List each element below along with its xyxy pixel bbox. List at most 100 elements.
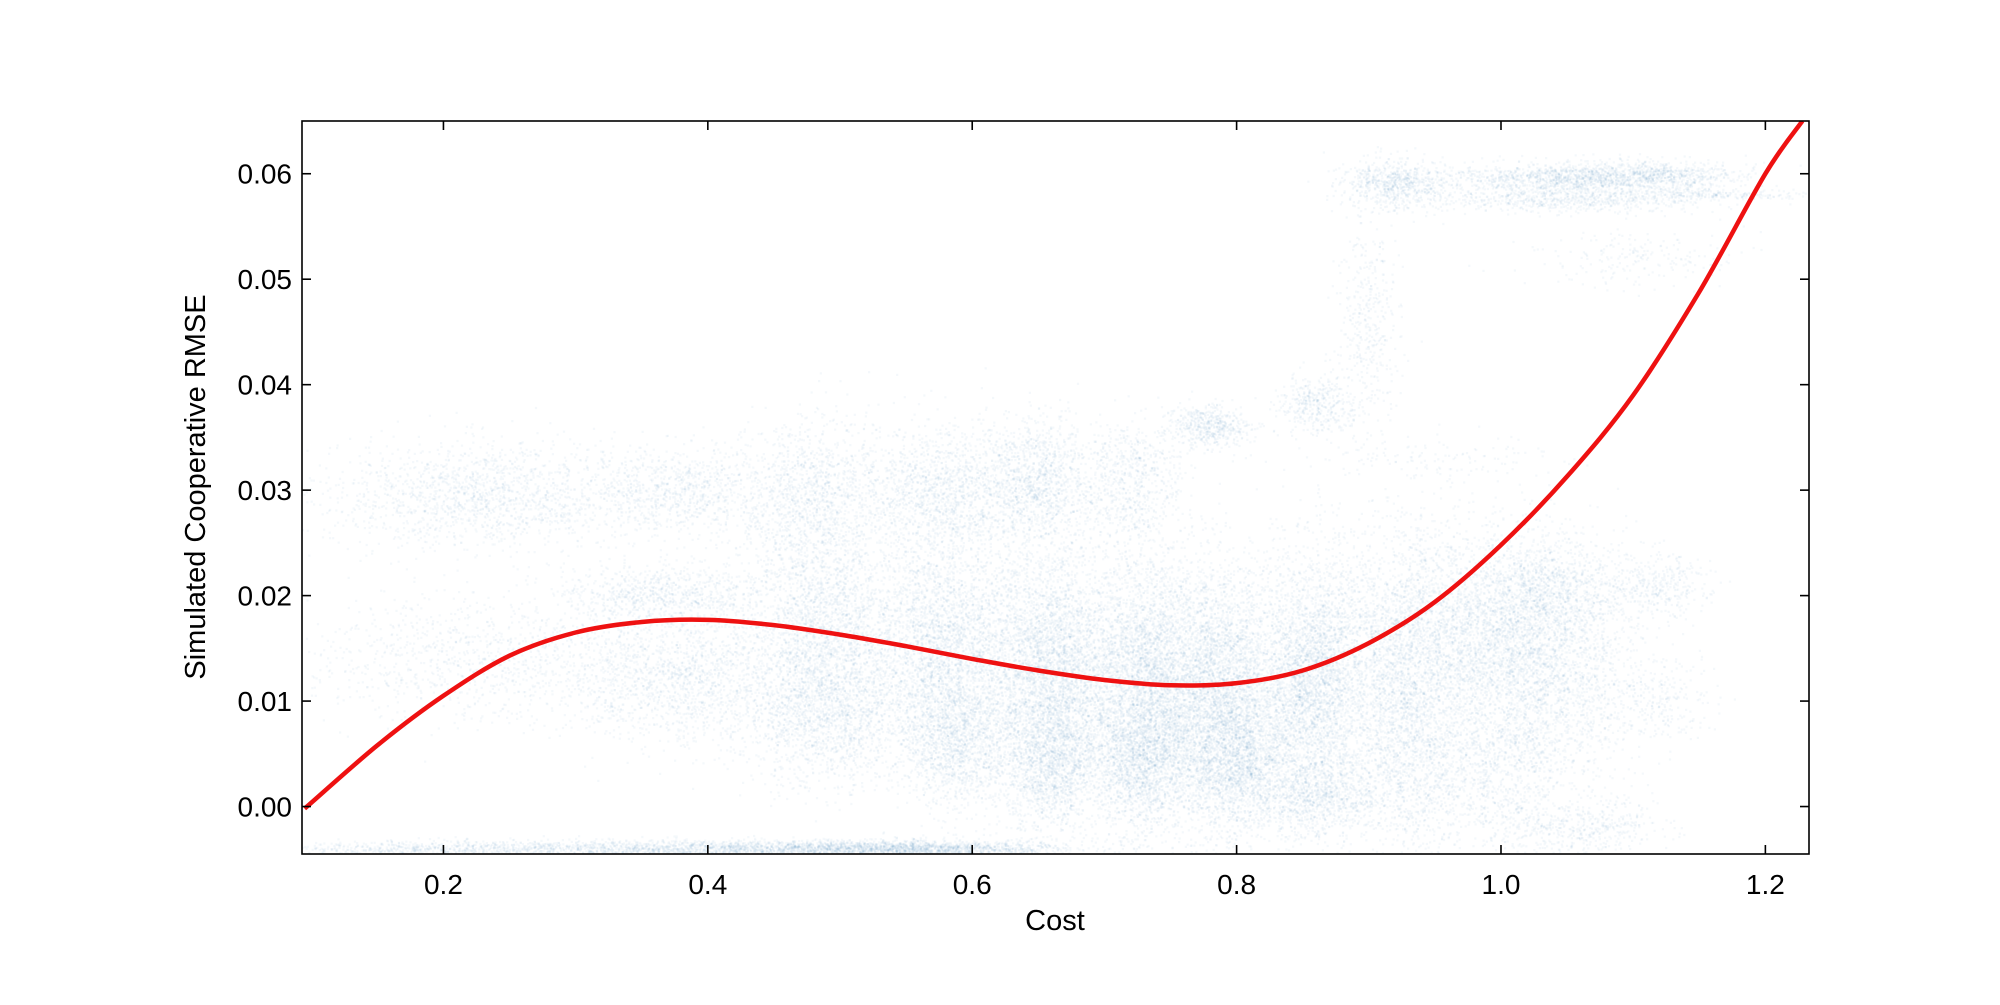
scatter-point bbox=[479, 512, 481, 514]
scatter-point bbox=[380, 475, 382, 477]
scatter-point bbox=[624, 479, 626, 481]
scatter-point bbox=[492, 534, 494, 536]
scatter-point bbox=[414, 577, 416, 579]
scatter-point bbox=[392, 497, 394, 499]
scatter-point bbox=[466, 650, 468, 652]
scatter-point bbox=[342, 471, 344, 473]
scatter-point bbox=[674, 498, 676, 500]
scatter-point bbox=[498, 505, 500, 507]
scatter-point bbox=[660, 485, 662, 487]
scatter-point bbox=[736, 525, 738, 527]
scatter-point bbox=[584, 508, 586, 510]
scatter-point bbox=[393, 847, 395, 849]
scatter-point bbox=[401, 545, 403, 547]
scatter-point bbox=[463, 708, 465, 710]
scatter-point bbox=[390, 645, 392, 647]
scatter-point bbox=[587, 681, 589, 683]
scatter-point bbox=[657, 495, 659, 497]
scatter-point bbox=[414, 534, 416, 536]
scatter-point bbox=[387, 705, 389, 707]
scatter-point bbox=[480, 483, 482, 485]
scatter-point bbox=[374, 619, 376, 621]
scatter-point bbox=[586, 504, 588, 506]
scatter-point bbox=[380, 485, 382, 487]
scatter-point bbox=[527, 455, 529, 457]
scatter-point bbox=[549, 510, 551, 512]
scatter-point bbox=[565, 505, 567, 507]
scatter-point bbox=[535, 407, 537, 409]
scatter-point bbox=[546, 483, 548, 485]
scatter-point bbox=[698, 478, 700, 480]
scatter-point bbox=[472, 475, 474, 477]
scatter-point bbox=[567, 485, 569, 487]
scatter-point bbox=[470, 426, 472, 428]
scatter-point bbox=[757, 473, 759, 475]
scatter-point bbox=[502, 483, 504, 485]
scatter-point bbox=[447, 641, 449, 643]
scatter-point bbox=[449, 670, 451, 672]
scatter-point bbox=[553, 482, 555, 484]
scatter-point bbox=[352, 482, 354, 484]
scatter-point bbox=[613, 520, 615, 522]
scatter-point bbox=[429, 507, 431, 509]
scatter-point bbox=[525, 517, 527, 519]
scatter-point bbox=[430, 659, 432, 661]
scatter-point bbox=[329, 497, 331, 499]
scatter-point bbox=[651, 498, 653, 500]
scatter-point bbox=[495, 655, 497, 657]
scatter-point bbox=[499, 531, 501, 533]
scatter-point bbox=[383, 674, 385, 676]
scatter-point bbox=[576, 626, 578, 628]
scatter-point bbox=[428, 644, 430, 646]
scatter-point bbox=[704, 503, 706, 505]
scatter-point bbox=[691, 490, 693, 492]
scatter-point bbox=[539, 697, 541, 699]
scatter-point bbox=[447, 512, 449, 514]
scatter-point bbox=[494, 543, 496, 545]
scatter-point bbox=[507, 530, 509, 532]
scatter-point bbox=[744, 505, 746, 507]
scatter-point bbox=[306, 599, 308, 601]
scatter-point bbox=[355, 846, 357, 848]
scatter-point bbox=[628, 507, 630, 509]
scatter-point bbox=[341, 497, 343, 499]
scatter-point bbox=[357, 628, 359, 630]
scatter-point bbox=[550, 495, 552, 497]
scatter-point bbox=[411, 492, 413, 494]
scatter-point bbox=[486, 476, 488, 478]
scatter-point bbox=[414, 466, 416, 468]
scatter-point bbox=[426, 482, 428, 484]
scatter-point bbox=[604, 660, 606, 662]
scatter-point bbox=[365, 629, 367, 631]
scatter-point bbox=[494, 712, 496, 714]
scatter-point bbox=[684, 503, 686, 505]
scatter-point bbox=[399, 515, 401, 517]
scatter-point bbox=[482, 426, 484, 428]
scatter-point bbox=[548, 535, 550, 537]
scatter-point bbox=[436, 509, 438, 511]
scatter-point bbox=[468, 455, 470, 457]
scatter-point bbox=[411, 625, 413, 627]
scatter-point bbox=[492, 608, 494, 610]
scatter-point bbox=[390, 652, 392, 654]
scatter-point bbox=[644, 505, 646, 507]
scatter-point bbox=[581, 489, 583, 491]
scatter-point bbox=[507, 846, 509, 848]
scatter-point bbox=[366, 484, 368, 486]
scatter-point bbox=[512, 451, 514, 453]
scatter-point bbox=[359, 493, 361, 495]
scatter-point bbox=[565, 703, 567, 705]
scatter-point bbox=[640, 527, 642, 529]
scatter-point bbox=[427, 529, 429, 531]
scatter-point bbox=[442, 466, 444, 468]
scatter-point bbox=[328, 453, 330, 455]
scatter-point bbox=[731, 500, 733, 502]
scatter-point bbox=[500, 642, 502, 644]
scatter-point bbox=[687, 527, 689, 529]
scatter-point bbox=[453, 487, 455, 489]
scatter-point bbox=[387, 840, 389, 842]
scatter-point bbox=[436, 502, 438, 504]
scatter-point bbox=[597, 474, 599, 476]
scatter-point bbox=[589, 517, 591, 519]
scatter-point bbox=[495, 495, 497, 497]
